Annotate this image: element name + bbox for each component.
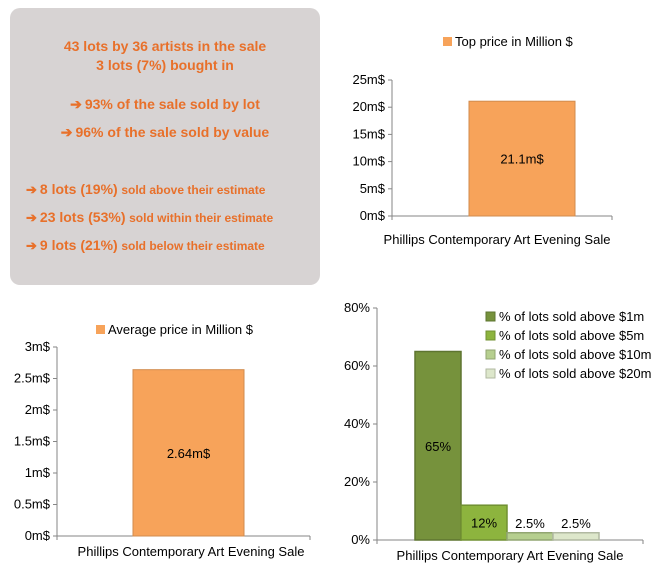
- chart1-legend-swatch: [96, 325, 105, 334]
- chart0-tick-label: 25m$: [352, 72, 385, 87]
- chart0-tick-label: 20m$: [352, 99, 385, 114]
- chart0-tick-label: 0m$: [360, 208, 386, 223]
- summary-sold-by-value: ➔ 96% of the sale sold by value: [60, 124, 270, 140]
- chart2-legend-label: % of lots sold above $1m: [499, 309, 644, 324]
- chart1-category-label: Phillips Contemporary Art Evening Sale: [78, 544, 305, 559]
- chart1-tick-label: 3m$: [25, 339, 51, 354]
- chart2-data-label: 2.5%: [515, 516, 545, 531]
- chart2-tick-label: 0%: [351, 532, 370, 547]
- chart0-legend-label: Top price in Million $: [455, 34, 574, 49]
- summary-panel: 43 lots by 36 artists in the sale 3 lots…: [10, 8, 320, 285]
- summary-bought-in: 3 lots (7%) bought in: [96, 57, 234, 73]
- chart1-tick-label: 1.5m$: [14, 434, 51, 449]
- chart0-tick-label: 10m$: [352, 154, 385, 169]
- chart2-legend-label: % of lots sold above $10m: [499, 347, 651, 362]
- chart2-tick-label: 20%: [344, 474, 370, 489]
- chart1-tick-label: 2.5m$: [14, 371, 51, 386]
- chart2-legend-swatch: [485, 330, 496, 341]
- chart2-tick-label: 80%: [344, 300, 370, 315]
- chart0-legend-swatch: [443, 37, 452, 46]
- summary-below-estimate: ➔ 9 lots (21%) sold below their estimate: [26, 237, 265, 253]
- chart2-bar-4: [552, 532, 600, 541]
- chart1-tick-label: 1m$: [25, 465, 51, 480]
- chart2-category-label: Phillips Contemporary Art Evening Sale: [397, 548, 624, 563]
- chart2-legend-swatch: [485, 349, 496, 360]
- chart1-tick-label: 0m$: [25, 528, 51, 543]
- chart1-tick-label: 0.5m$: [14, 497, 51, 512]
- chart1-data-label: 2.64m$: [167, 446, 211, 461]
- chart2-data-label: 12%: [471, 516, 497, 531]
- summary-above-estimate: ➔ 8 lots (19%) sold above their estimate: [26, 181, 266, 197]
- chart2-bar-2: [460, 504, 508, 541]
- chart2-data-label: 65%: [425, 439, 451, 454]
- summary-within-estimate: ➔ 23 lots (53%) sold within their estimat…: [26, 209, 274, 225]
- arrow-right-icon: ➔: [70, 96, 82, 112]
- chart2-tick-label: 60%: [344, 358, 370, 373]
- arrow-right-icon: ➔: [26, 182, 37, 197]
- chart1-legend-label: Average price in Million $: [108, 322, 254, 337]
- summary-sold-by-lot: ➔ 93% of the sale sold by lot: [70, 96, 260, 112]
- chart0-bar: [468, 100, 576, 217]
- chart1-tick-label: 2m$: [25, 402, 51, 417]
- chart2-legend-label: % of lots sold above $20m: [499, 366, 651, 381]
- chart0-tick-label: 5m$: [360, 181, 386, 196]
- summary-lots-artists: 43 lots by 36 artists in the sale: [63, 38, 267, 54]
- chart2-legend-swatch: [485, 368, 496, 379]
- chart2-legend-swatch: [485, 311, 496, 322]
- arrow-right-icon: ➔: [26, 238, 37, 253]
- chart0-data-label: 21.1m$: [500, 152, 544, 167]
- chart2-tick-label: 40%: [344, 416, 370, 431]
- chart2-bar-3: [506, 532, 554, 541]
- chart0-tick-label: 15m$: [352, 126, 385, 141]
- chart2-legend-label: % of lots sold above $5m: [499, 328, 644, 343]
- chart1-bar: [132, 369, 245, 537]
- chart0-category-label: Phillips Contemporary Art Evening Sale: [384, 232, 611, 247]
- arrow-right-icon: ➔: [60, 124, 73, 140]
- arrow-right-icon: ➔: [26, 210, 37, 225]
- chart2-bar-1: [414, 350, 462, 541]
- chart2-data-label: 2.5%: [561, 516, 591, 531]
